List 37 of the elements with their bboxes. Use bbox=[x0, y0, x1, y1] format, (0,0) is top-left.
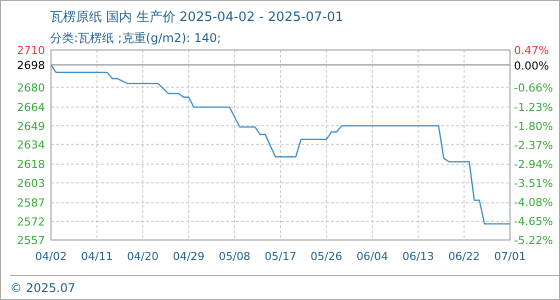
y2-tick-label: -2.37% bbox=[514, 138, 553, 152]
y-tick-label: 2572 bbox=[17, 215, 45, 228]
line-series bbox=[50, 64, 511, 225]
text: © 2025.07 bbox=[10, 281, 76, 295]
y2-tick-label: 0.00% bbox=[514, 60, 549, 73]
x-tick-label: 06/04 bbox=[356, 250, 388, 263]
y2-tick-label: -5.22% bbox=[514, 234, 553, 247]
y-tick-label: 2618 bbox=[17, 158, 45, 172]
y-tick-label: 2587 bbox=[17, 196, 45, 210]
x-tick-label: 04/29 bbox=[172, 250, 205, 263]
y2-tick-label: -2.94% bbox=[514, 158, 553, 171]
x-tick-label: 04/11 bbox=[81, 250, 113, 263]
x-tick-label: 04/02 bbox=[35, 250, 67, 263]
x-tick-label: 05/08 bbox=[218, 250, 250, 263]
y2-tick-label: -3.51% bbox=[514, 176, 553, 190]
y-tick-label: 2557 bbox=[17, 234, 45, 247]
x-tick-label: 04/20 bbox=[126, 250, 159, 263]
y-tick-label: 2710 bbox=[17, 44, 45, 57]
x-tick-label: 06/22 bbox=[448, 250, 480, 263]
y2-tick-label: -4.65% bbox=[514, 214, 553, 228]
y-tick-label: 2680 bbox=[17, 81, 45, 94]
y2-tick-label: -4.08% bbox=[514, 196, 553, 209]
x-tick-label: 07/01 bbox=[494, 250, 526, 263]
x-tick-label: 06/13 bbox=[402, 250, 434, 263]
y2-tick-label: -1.23% bbox=[514, 100, 553, 114]
y-tick-label: 2634 bbox=[17, 138, 45, 152]
y2-tick-label: -1.80% bbox=[514, 120, 553, 133]
y-tick-label: 2649 bbox=[17, 120, 45, 133]
x-tick-label: 05/17 bbox=[264, 250, 296, 263]
y2-tick-label: 0.47% bbox=[514, 44, 549, 57]
y-tick-label: 2603 bbox=[17, 176, 45, 190]
chart-subtitle: 分类:瓦楞纸 ;克重(g/m2): 140; bbox=[50, 31, 222, 45]
y-tick-label: 2698 bbox=[17, 58, 45, 72]
y2-tick-label: -0.66% bbox=[514, 82, 553, 95]
chart-title: 瓦楞原纸 国内 生产价 2025-04-02 - 2025-07-01 bbox=[50, 10, 344, 25]
x-tick-label: 05/26 bbox=[310, 250, 342, 263]
y-tick-label: 2664 bbox=[17, 101, 45, 114]
